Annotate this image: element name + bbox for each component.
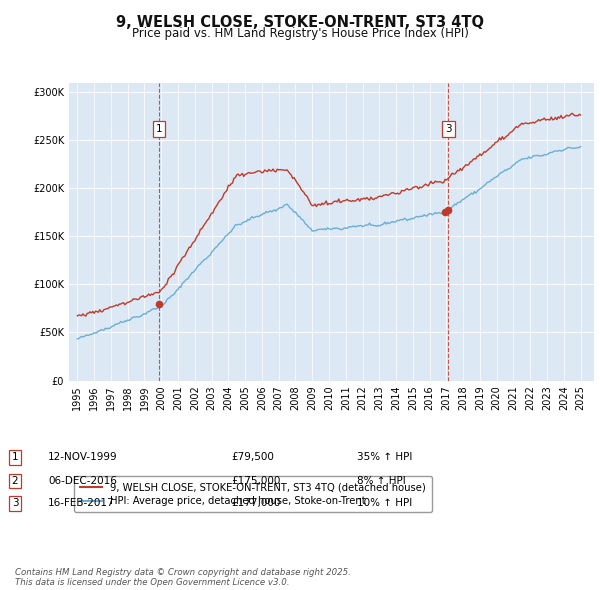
Text: £175,000: £175,000 <box>231 476 280 486</box>
Text: 35% ↑ HPI: 35% ↑ HPI <box>357 453 412 462</box>
Text: 3: 3 <box>445 124 452 134</box>
Text: 10% ↑ HPI: 10% ↑ HPI <box>357 499 412 508</box>
Text: 8% ↑ HPI: 8% ↑ HPI <box>357 476 406 486</box>
Text: Contains HM Land Registry data © Crown copyright and database right 2025.
This d: Contains HM Land Registry data © Crown c… <box>15 568 351 587</box>
Text: 9, WELSH CLOSE, STOKE-ON-TRENT, ST3 4TQ: 9, WELSH CLOSE, STOKE-ON-TRENT, ST3 4TQ <box>116 15 484 30</box>
Text: 2: 2 <box>11 476 19 486</box>
Text: 1: 1 <box>11 453 19 462</box>
Text: 1: 1 <box>156 124 163 134</box>
Text: £177,000: £177,000 <box>231 499 280 508</box>
Text: 12-NOV-1999: 12-NOV-1999 <box>48 453 118 462</box>
Text: £79,500: £79,500 <box>231 453 274 462</box>
Text: 16-FEB-2017: 16-FEB-2017 <box>48 499 115 508</box>
Text: 06-DEC-2016: 06-DEC-2016 <box>48 476 117 486</box>
Text: 3: 3 <box>11 499 19 508</box>
Legend: 9, WELSH CLOSE, STOKE-ON-TRENT, ST3 4TQ (detached house), HPI: Average price, de: 9, WELSH CLOSE, STOKE-ON-TRENT, ST3 4TQ … <box>74 476 432 513</box>
Text: Price paid vs. HM Land Registry's House Price Index (HPI): Price paid vs. HM Land Registry's House … <box>131 27 469 40</box>
